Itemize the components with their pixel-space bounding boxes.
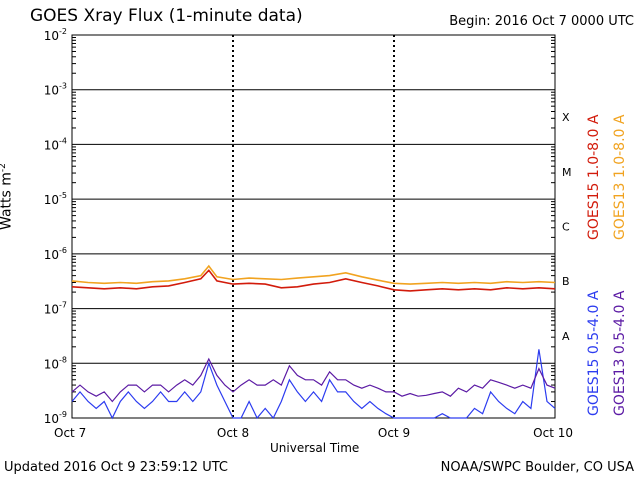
- y-tick-label: 10-7: [44, 301, 67, 317]
- flare-class-label: A: [562, 330, 570, 343]
- y-tick-label: 10-2: [44, 27, 67, 43]
- x-tick-label: Oct 9: [378, 426, 410, 440]
- legend-goes15-short: GOES15 0.5-4.0 A: [586, 290, 602, 416]
- begin-time: Begin: 2016 Oct 7 0000 UTC: [449, 14, 634, 29]
- x-tick-label: Oct 7: [54, 426, 86, 440]
- plot-frame: [71, 34, 556, 419]
- legend-goes13-short: GOES13 0.5-4.0 A: [612, 290, 628, 416]
- flare-class-label: M: [562, 166, 572, 179]
- series-line-3: [71, 349, 556, 420]
- x-axis-label: Universal Time: [270, 441, 360, 455]
- y-tick-label: 10-6: [44, 246, 67, 262]
- chart-title: GOES Xray Flux (1-minute data): [30, 6, 303, 26]
- y-tick-label: 10-4: [44, 136, 67, 152]
- credit-text: NOAA/SWPC Boulder, CO USA: [440, 460, 634, 475]
- x-tick-label: Oct 8: [217, 426, 249, 440]
- series-line-2: [71, 264, 556, 285]
- y-tick-label: 10-9: [44, 410, 67, 426]
- series-line-4: [71, 357, 556, 403]
- updated-timestamp: Updated 2016 Oct 9 23:59:12 UTC: [4, 460, 228, 475]
- legend-goes13-long: GOES13 1.0-8.0 A: [612, 114, 628, 240]
- y-tick-label: 10-8: [44, 355, 67, 371]
- flare-class-label: X: [562, 111, 570, 124]
- x-tick-label: Oct 10: [533, 426, 573, 440]
- flare-class-label: C: [562, 221, 570, 234]
- legend-goes15-long: GOES15 1.0-8.0 A: [586, 114, 602, 240]
- series-line-1: [71, 269, 556, 292]
- y-tick-label: 10-3: [44, 82, 67, 98]
- flare-class-label: B: [562, 275, 570, 288]
- y-tick-label: 10-5: [44, 191, 67, 207]
